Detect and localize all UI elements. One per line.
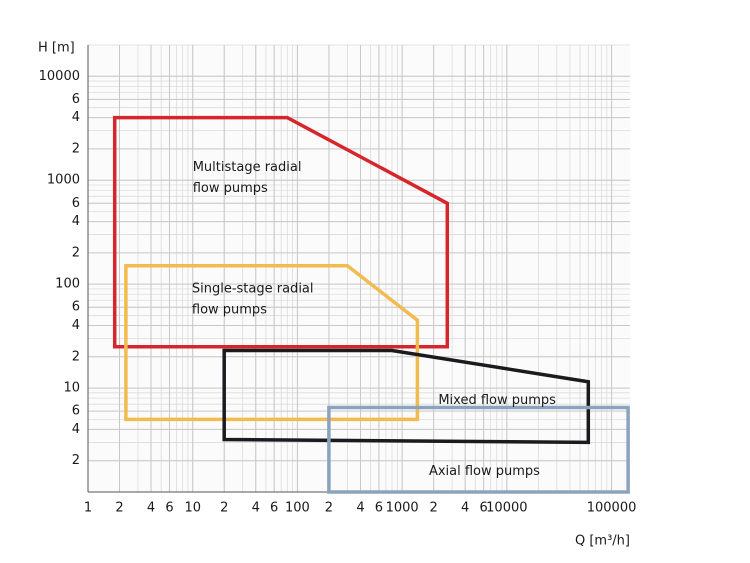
y-tick-label: 1000: [47, 173, 80, 188]
y-tick-label: 2: [72, 245, 80, 260]
region-label: Multistage radial: [193, 160, 302, 175]
x-tick-label: 6: [270, 501, 278, 516]
region-label: flow pumps: [192, 302, 267, 317]
x-tick-label: 1: [84, 501, 92, 516]
marks: [112, 115, 630, 494]
x-tick-label: 10: [184, 501, 201, 516]
x-tick-label: 6: [375, 501, 383, 516]
x-axis-label: Q [m³/h]: [575, 534, 630, 549]
pump-range: [327, 405, 630, 494]
x-tick-label: 10000: [486, 501, 527, 516]
x-tick-label: 4: [461, 501, 469, 516]
pump-range: [124, 264, 420, 422]
x-tick-label: 2: [325, 501, 333, 516]
y-tick-label: 6: [72, 196, 80, 211]
x-tick-label: 2: [220, 501, 228, 516]
y-tick-label: 6: [72, 92, 80, 107]
y-tick-label: 10000: [39, 69, 80, 84]
x-tick-label: 100000: [587, 501, 637, 516]
y-tick-label: 2: [72, 141, 80, 156]
y-tick-label: 100: [55, 277, 80, 292]
region-label: Axial flow pumps: [429, 464, 540, 479]
y-tick-label: 2: [72, 453, 80, 468]
y-tick-label: 4: [72, 422, 80, 437]
x-tick-label: 2: [430, 501, 438, 516]
pump-range: [222, 348, 591, 445]
region-label: Single-stage radial: [192, 281, 314, 296]
x-tick-label: 1000: [386, 501, 419, 516]
x-tick-label: 2: [115, 501, 123, 516]
x-tick-label: 4: [356, 501, 364, 516]
y-tick-label: 4: [72, 110, 80, 125]
y-tick-label: 6: [72, 300, 80, 315]
region-label: flow pumps: [193, 181, 268, 196]
y-axis-label: H [m]: [38, 41, 75, 56]
pump-range: [112, 115, 450, 349]
plot-area: [88, 45, 630, 492]
y-tick-label: 4: [72, 214, 80, 229]
x-tick-label: 6: [165, 501, 173, 516]
y-tick-label: 10: [63, 381, 80, 396]
y-tick-label: 4: [72, 318, 80, 333]
region-label: Mixed flow pumps: [438, 393, 556, 408]
x-tick-label: 4: [252, 501, 260, 516]
y-tick-label: 6: [72, 404, 80, 419]
x-tick-label: 6: [479, 501, 487, 516]
x-tick-label: 100: [285, 501, 310, 516]
x-tick-label: 4: [147, 501, 155, 516]
y-tick-label: 2: [72, 349, 80, 364]
